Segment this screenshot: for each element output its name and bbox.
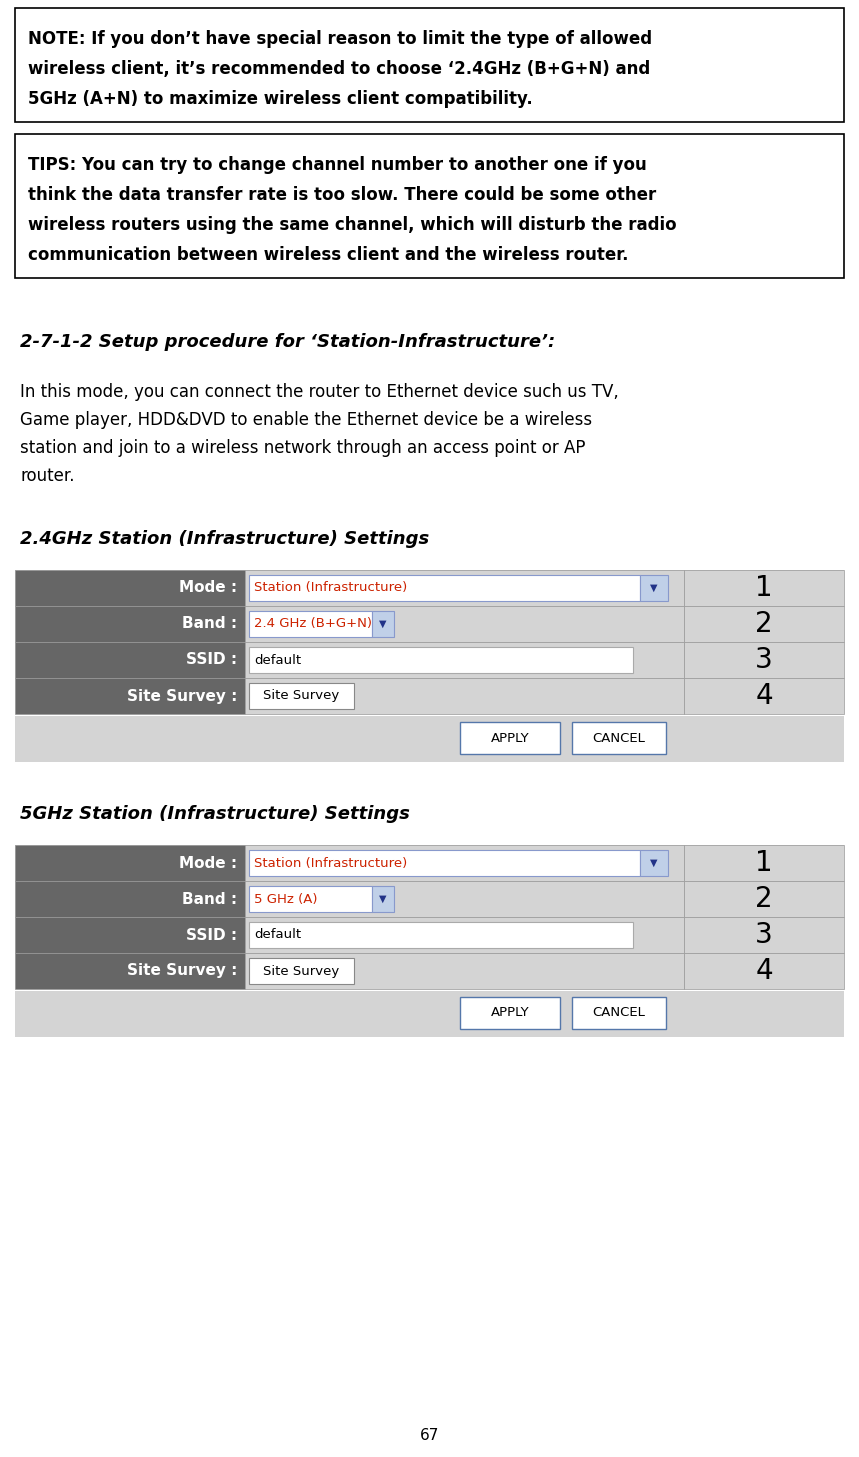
Text: 3: 3 bbox=[755, 921, 773, 949]
Bar bbox=[640, 849, 668, 876]
Bar bbox=[245, 881, 684, 916]
Text: Game player, HDD&DVD to enable the Ethernet device be a wireless: Game player, HDD&DVD to enable the Ether… bbox=[20, 411, 592, 428]
Text: 67: 67 bbox=[420, 1428, 439, 1442]
Text: APPLY: APPLY bbox=[490, 731, 529, 745]
Text: think the data transfer rate is too slow. There could be some other: think the data transfer rate is too slow… bbox=[28, 186, 656, 204]
Bar bbox=[249, 959, 354, 983]
Text: ▼: ▼ bbox=[380, 619, 387, 629]
Bar bbox=[15, 606, 245, 643]
Bar bbox=[460, 997, 560, 1029]
Text: default: default bbox=[254, 654, 302, 666]
Text: 1: 1 bbox=[755, 574, 773, 602]
Bar bbox=[684, 643, 844, 678]
Bar bbox=[684, 570, 844, 606]
Text: CANCEL: CANCEL bbox=[593, 731, 645, 745]
Bar bbox=[684, 606, 844, 643]
Bar bbox=[572, 997, 666, 1029]
Text: Band :: Band : bbox=[182, 616, 237, 631]
Text: Mode :: Mode : bbox=[179, 580, 237, 596]
Bar bbox=[15, 570, 844, 714]
Text: 2.4GHz Station (Infrastructure) Settings: 2.4GHz Station (Infrastructure) Settings bbox=[20, 530, 430, 548]
Bar bbox=[15, 7, 844, 122]
Bar bbox=[249, 849, 640, 876]
Bar bbox=[15, 845, 844, 989]
Bar bbox=[684, 845, 844, 881]
Bar bbox=[249, 922, 633, 949]
Text: 3: 3 bbox=[755, 645, 773, 675]
Bar bbox=[245, 643, 684, 678]
Text: Mode :: Mode : bbox=[179, 855, 237, 870]
Bar bbox=[15, 953, 245, 989]
Bar bbox=[245, 606, 684, 643]
Text: 5GHz Station (Infrastructure) Settings: 5GHz Station (Infrastructure) Settings bbox=[20, 806, 410, 823]
Text: router.: router. bbox=[20, 468, 75, 485]
Text: NOTE: If you don’t have special reason to limit the type of allowed: NOTE: If you don’t have special reason t… bbox=[28, 31, 652, 48]
Text: default: default bbox=[254, 928, 302, 941]
Text: 4: 4 bbox=[755, 682, 773, 710]
Text: wireless routers using the same channel, which will disturb the radio: wireless routers using the same channel,… bbox=[28, 216, 677, 235]
Bar bbox=[15, 715, 844, 762]
Bar bbox=[15, 570, 245, 606]
Text: CANCEL: CANCEL bbox=[593, 1007, 645, 1020]
Bar bbox=[460, 723, 560, 755]
Text: 1: 1 bbox=[755, 849, 773, 877]
Text: In this mode, you can connect the router to Ethernet device such us TV,: In this mode, you can connect the router… bbox=[20, 383, 618, 401]
Bar bbox=[372, 886, 394, 912]
Text: ▼: ▼ bbox=[650, 858, 658, 868]
Text: SSID :: SSID : bbox=[186, 653, 237, 667]
Text: 4: 4 bbox=[755, 957, 773, 985]
Text: TIPS: You can try to change channel number to another one if you: TIPS: You can try to change channel numb… bbox=[28, 156, 647, 173]
Bar bbox=[249, 886, 372, 912]
Text: 5GHz (A+N) to maximize wireless client compatibility.: 5GHz (A+N) to maximize wireless client c… bbox=[28, 90, 533, 108]
Bar bbox=[245, 953, 684, 989]
Text: 2: 2 bbox=[755, 884, 773, 914]
Text: ▼: ▼ bbox=[650, 583, 658, 593]
Text: 5 GHz (A): 5 GHz (A) bbox=[254, 893, 318, 905]
Bar bbox=[15, 134, 844, 278]
Text: 2.4 GHz (B+G+N): 2.4 GHz (B+G+N) bbox=[254, 618, 372, 631]
Text: Station (Infrastructure): Station (Infrastructure) bbox=[254, 581, 407, 594]
Bar bbox=[15, 916, 245, 953]
Text: 2-7-1-2 Setup procedure for ‘Station-Infrastructure’:: 2-7-1-2 Setup procedure for ‘Station-Inf… bbox=[20, 334, 555, 351]
Bar bbox=[572, 723, 666, 755]
Bar bbox=[249, 647, 633, 673]
Bar bbox=[684, 916, 844, 953]
Text: Band :: Band : bbox=[182, 892, 237, 906]
Text: Site Survey: Site Survey bbox=[264, 965, 339, 978]
Bar bbox=[15, 643, 245, 678]
Bar bbox=[15, 845, 245, 881]
Bar bbox=[684, 953, 844, 989]
Bar bbox=[15, 881, 245, 916]
Bar bbox=[249, 610, 372, 637]
Text: Site Survey :: Site Survey : bbox=[126, 963, 237, 979]
Bar bbox=[245, 916, 684, 953]
Text: 2: 2 bbox=[755, 610, 773, 638]
Bar bbox=[640, 576, 668, 600]
Bar bbox=[684, 881, 844, 916]
Text: SSID :: SSID : bbox=[186, 928, 237, 943]
Bar bbox=[249, 683, 354, 710]
Bar bbox=[245, 678, 684, 714]
Text: communication between wireless client and the wireless router.: communication between wireless client an… bbox=[28, 246, 629, 264]
Bar bbox=[684, 678, 844, 714]
Text: APPLY: APPLY bbox=[490, 1007, 529, 1020]
Text: wireless client, it’s recommended to choose ‘2.4GHz (B+G+N) and: wireless client, it’s recommended to cho… bbox=[28, 60, 650, 79]
Text: Site Survey: Site Survey bbox=[264, 689, 339, 702]
Bar bbox=[372, 610, 394, 637]
Bar bbox=[15, 678, 245, 714]
Bar bbox=[245, 845, 684, 881]
Text: station and join to a wireless network through an access point or AP: station and join to a wireless network t… bbox=[20, 439, 586, 457]
Text: Site Survey :: Site Survey : bbox=[126, 689, 237, 704]
Text: Station (Infrastructure): Station (Infrastructure) bbox=[254, 857, 407, 870]
Text: ▼: ▼ bbox=[380, 895, 387, 903]
Bar bbox=[15, 991, 844, 1037]
Bar bbox=[249, 576, 640, 600]
Bar bbox=[245, 570, 684, 606]
